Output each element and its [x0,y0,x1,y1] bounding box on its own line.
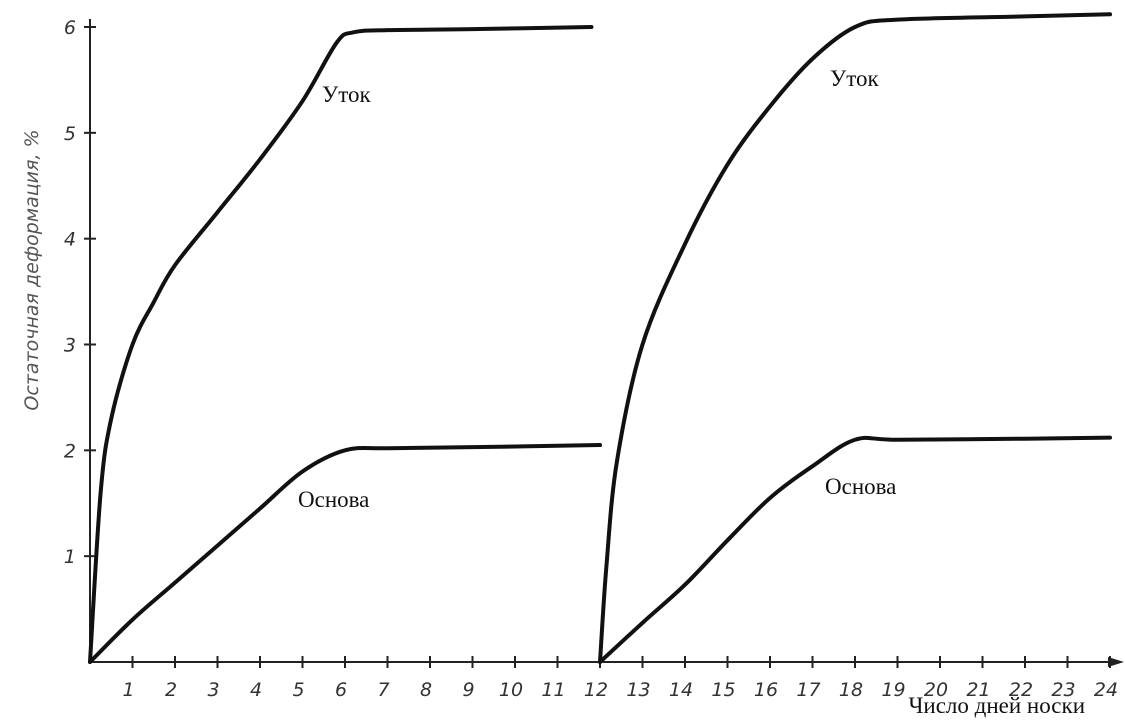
series-line-3 [598,12,1112,664]
x-tick-label: 17 [796,679,820,701]
series-line-2 [88,443,602,664]
x-axis-arrow [1108,657,1124,667]
x-axis-label: Число дней носки [908,693,1085,718]
x-tick-label: 19 [881,679,905,701]
y-axis-label: Остаточная деформация, % [21,129,43,410]
x-tick-label: 23 [1051,679,1075,701]
x-tick-label: 4 [250,679,262,701]
curve-label-2: Основа [298,487,369,512]
x-tick-label: 10 [499,679,523,701]
x-tick-label: 14 [669,679,693,701]
x-tick-label: 13 [626,679,650,701]
x-ticks: 1 2 3 4 5 6 7 8 9 10 11 12 13 14 15 16 17 18 19 20 21 22 23 24 [122,656,1118,701]
x-tick-label: 16 [754,679,778,701]
curve-label-4: Основа [825,474,896,499]
x-tick-label: 3 [207,679,219,701]
series-line-4 [598,435,1112,664]
x-tick-label: 20 [924,679,948,701]
x-tick-label: 12 [584,679,608,701]
x-tick-label: 18 [839,679,863,701]
x-tick-label: 11 [541,679,565,701]
x-tick-label: 21 [966,679,990,701]
x-tick-label: 1 [122,679,134,701]
axes [89,19,1124,667]
x-tick-label: 5 [292,679,304,701]
x-tick-label: 6 [335,679,347,701]
y-tick-label: 5 [64,123,76,145]
x-tick-label: 2 [165,679,177,701]
y-tick-label: 3 [64,335,76,357]
y-tick-label: 6 [64,17,76,39]
y-ticks: 1 2 3 4 5 6 [64,17,96,568]
x-tick-label: 9 [462,679,474,701]
x-tick-label: 22 [1009,679,1033,701]
y-tick-label: 2 [64,440,76,462]
x-tick-label: 24 [1094,679,1118,701]
curve-label-1: Уток [322,82,372,107]
x-tick-label: 7 [377,679,389,701]
curve-labels: Уток Основа Уток Основа [298,66,896,512]
x-tick-label: 15 [711,679,735,701]
curves [88,12,1112,664]
series-line-1 [88,25,594,664]
x-tick-label: 8 [420,679,432,701]
y-tick-label: 4 [64,229,76,251]
curve-label-3: Уток [830,66,880,91]
y-tick-label: 1 [64,546,76,568]
